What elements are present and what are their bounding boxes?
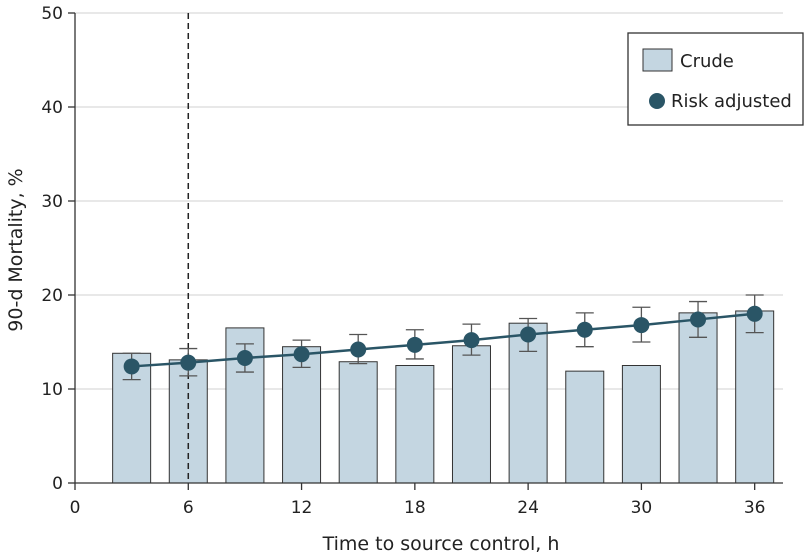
risk-adjusted-line [131,312,755,368]
crude-bar-33h [678,312,718,484]
x-tick-label-12: 12 [291,498,313,518]
y-axis-title: 90-d Mortality, % [5,168,27,331]
risk-adjusted-point-9h [236,349,253,366]
risk-adjusted-point-18h [406,336,423,353]
y-tick-label-50: 50 [41,4,63,24]
x-tick-label-36: 36 [744,498,766,518]
y-tick-label-30: 30 [41,192,63,212]
x-tick-label-24: 24 [517,498,539,518]
crude-bar-18h [395,365,435,484]
crude-bar-27h [565,370,605,484]
risk-adjusted-point-33h [690,311,707,328]
legend-risk-adjusted-label: Risk adjusted [671,91,792,112]
x-tick-label-0: 0 [70,498,81,518]
risk-adjusted-point-6h [180,354,197,371]
x-tick-label-6: 6 [183,498,194,518]
crude-bar-30h [621,365,661,484]
y-tick-label-10: 10 [41,380,63,400]
error-bars [122,294,764,381]
risk-adjusted-point-27h [576,321,593,338]
y-tick-label-0: 0 [52,474,63,494]
x-tick-label-18: 18 [404,498,426,518]
tick-labels: 0 10 20 30 40 50 0 6 12 18 24 30 36 [41,4,765,518]
y-tick-label-20: 20 [41,286,63,306]
risk-adjusted-point-24h [520,326,537,343]
legend-risk-adjusted-marker [649,93,665,109]
legend-crude-label: Crude [680,51,734,72]
risk-adjusted-points [123,305,763,375]
risk-adjusted-point-36h [746,305,763,322]
risk-adjusted-point-15h [350,341,367,358]
crude-bars [112,310,775,484]
risk-adjusted-line-group [131,312,755,368]
x-axis-title: Time to source control, h [322,533,560,555]
legend-crude-swatch [642,48,673,72]
y-tick-label-40: 40 [41,98,63,118]
crude-bar-21h [451,345,491,484]
risk-adjusted-point-12h [293,346,310,363]
risk-adjusted-point-3h [123,358,140,375]
x-tick-label-30: 30 [631,498,653,518]
risk-adjusted-point-30h [633,317,650,334]
crude-bar-36h [735,310,775,484]
legend-box [627,32,804,126]
risk-adjusted-point-21h [463,332,480,349]
axes [68,12,783,490]
crude-bar-15h [338,361,378,484]
legend: Crude Risk adjusted [627,32,804,126]
